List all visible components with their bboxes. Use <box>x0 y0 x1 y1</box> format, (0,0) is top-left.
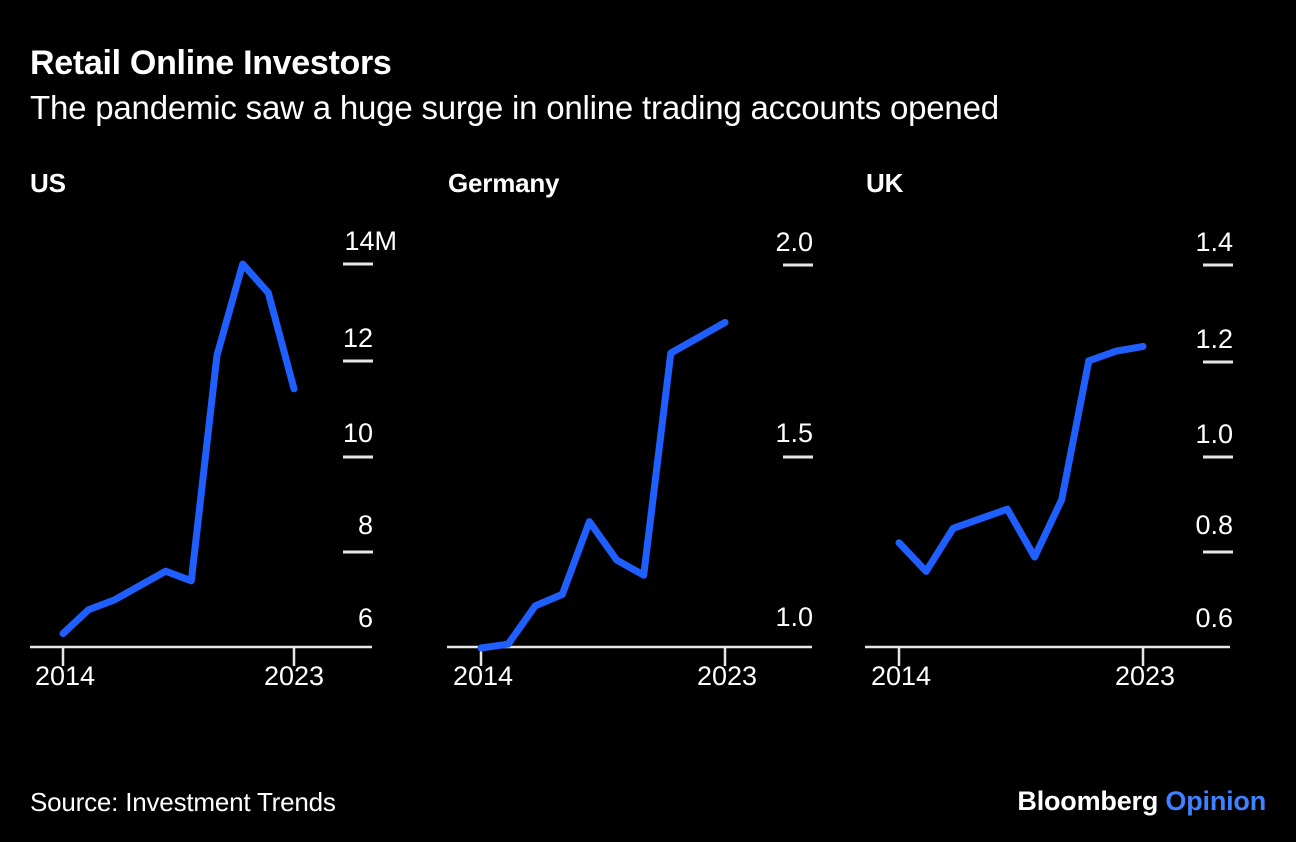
germany-line <box>477 318 729 652</box>
page-title: Retail Online Investors <box>30 44 392 82</box>
y-axis-label: 2.0 <box>775 227 813 257</box>
uk-line <box>895 342 1147 575</box>
x-axis-label: 2014 <box>452 661 514 691</box>
y-axis-label: 1.5 <box>775 418 813 448</box>
panel-title-germany: Germany <box>448 168 560 198</box>
y-axis-label: 6 <box>357 603 373 633</box>
y-axis-label: 10 <box>342 418 373 448</box>
panel-title-us: US <box>30 168 66 198</box>
y-axis-label: 1.4 <box>1195 227 1233 257</box>
x-axis-label: 2014 <box>870 661 932 691</box>
y-axis-label: 0.6 <box>1195 603 1233 633</box>
brand-suffix: Opinion <box>1165 786 1266 816</box>
us-line <box>59 260 298 638</box>
y-axis-label: 14M <box>344 226 397 256</box>
y-axis-label: 8 <box>357 510 373 540</box>
page-subtitle: The pandemic saw a huge surge in online … <box>30 89 999 126</box>
y-axis-label: 12 <box>342 323 373 353</box>
y-axis-label: 1.0 <box>775 602 813 632</box>
axes <box>30 262 1233 666</box>
source-label: Source: Investment Trends <box>30 787 336 817</box>
x-axis-label: 2014 <box>34 661 96 691</box>
panel-title-uk: UK <box>866 168 904 198</box>
x-axis-label: 2023 <box>696 661 758 691</box>
brand-name: Bloomberg <box>1017 786 1159 816</box>
bloomberg-logo: Bloomberg Opinion <box>900 786 1266 817</box>
y-axis-label: 1.0 <box>1195 419 1233 449</box>
y-axis-label: 0.8 <box>1195 510 1233 540</box>
x-axis-label: 2023 <box>263 661 325 691</box>
y-axis-label: 1.2 <box>1195 324 1233 354</box>
x-axis-label: 2023 <box>1114 661 1176 691</box>
